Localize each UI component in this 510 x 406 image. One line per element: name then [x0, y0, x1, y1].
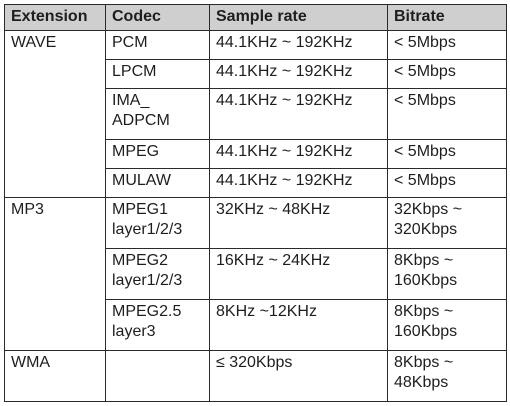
cell-codec: MULAW	[105, 168, 210, 198]
cell-codec-line: LPCM	[112, 63, 157, 80]
cell-bitrate: < 5Mbps	[387, 139, 507, 169]
cell-bitrate-line: 160Kbps	[394, 323, 458, 340]
cell-sample-rate-line: 44.1KHz ~ 192KHz	[216, 34, 353, 51]
cell-bitrate-line: 160Kbps	[394, 272, 458, 289]
table-row: MPEG2.5 layer3 8KHz ~12KHz 8Kbps ~ 160Kbps	[5, 299, 507, 351]
table-row: LPCM 44.1KHz ~ 192KHz < 5Mbps	[5, 59, 507, 89]
cell-bitrate-line: 8Kbps ~	[394, 354, 454, 371]
cell-codec-line: MPEG2.5	[112, 303, 182, 320]
cell-bitrate-line: < 5Mbps	[394, 92, 456, 109]
header-row: Extension Codec Sample rate Bitrate	[4, 4, 507, 31]
cell-sample-rate-line: 44.1KHz ~ 192KHz	[216, 172, 353, 189]
header-extension: Extension	[4, 4, 106, 31]
cell-codec-line: ADPCM	[112, 112, 170, 129]
cell-codec: IMA_ ADPCM	[105, 88, 210, 140]
header-codec: Codec	[105, 4, 210, 31]
cell-extension: WMA	[4, 350, 106, 402]
cell-bitrate-line: 48Kbps	[394, 374, 449, 391]
cell-sample-rate: ≤ 320Kbps	[209, 350, 388, 402]
cell-sample-rate: 44.1KHz ~ 192KHz	[209, 30, 388, 60]
cell-sample-rate: 8KHz ~12KHz	[209, 299, 388, 351]
cell-extension: WAVE	[4, 30, 106, 198]
cell-bitrate-line: < 5Mbps	[394, 34, 456, 51]
cell-bitrate: < 5Mbps	[387, 168, 507, 198]
table-row: MP3 MPEG1 layer1/2/3 32KHz ~ 48KHz 32Kbps ~3…	[4, 197, 507, 351]
codec-table-container: Extension Codec Sample rate Bitrate WAVE…	[4, 4, 507, 402]
cell-codec-line: IMA_	[112, 92, 150, 109]
cell-codec-line: MPEG1	[112, 201, 169, 218]
cell-bitrate-line: < 5Mbps	[394, 63, 456, 80]
cell-bitrate-line: < 5Mbps	[394, 143, 456, 160]
cell-bitrate-line: 8Kbps ~	[394, 252, 454, 269]
cell-bitrate: < 5Mbps	[387, 88, 507, 140]
cell-bitrate-line: < 5Mbps	[394, 172, 456, 189]
cell-bitrate: 8Kbps ~ 48Kbps	[387, 350, 507, 402]
cell-codec	[105, 350, 210, 402]
cell-sample-rate: 44.1KHz ~ 192KHz	[209, 168, 388, 198]
cell-codec: MPEG2 layer1/2/3	[105, 248, 210, 300]
table-row: WAVE PCM 44.1KHz ~ 192KHz < 5Mbps	[4, 30, 507, 198]
cell-codec: MPEG	[105, 139, 210, 169]
table-row: IMA_ ADPCM 44.1KHz ~ 192KHz < 5Mbps	[5, 88, 507, 140]
cell-bitrate: 32Kbps ~ 320Kbps	[387, 197, 507, 249]
cell-extension: MP3	[4, 197, 106, 351]
header-sample-rate: Sample rate	[209, 4, 388, 31]
cell-sample-rate: 32KHz ~ 48KHz	[209, 197, 388, 249]
cell-codec-line: MPEG2	[112, 252, 169, 269]
cell-sample-rate-line: ≤ 320Kbps	[216, 354, 293, 371]
cell-bitrate: < 5Mbps	[387, 30, 507, 60]
cell-sample-rate-line: 32KHz ~ 48KHz	[216, 201, 331, 218]
cell-sample-rate-line: 44.1KHz ~ 192KHz	[216, 63, 353, 80]
cell-codec-line: PCM	[112, 34, 148, 51]
cell-codec: MPEG1 layer1/2/3	[105, 197, 210, 249]
cell-sample-rate-line: 8KHz ~12KHz	[216, 303, 317, 320]
cell-sample-rate: 44.1KHz ~ 192KHz	[209, 88, 388, 140]
cell-codec-line: layer1/2/3	[112, 221, 183, 238]
cell-bitrate: 8Kbps ~ 160Kbps	[387, 299, 507, 351]
cell-sample-rate-line: 44.1KHz ~ 192KHz	[216, 143, 353, 160]
cell-sample-rate: 44.1KHz ~ 192KHz	[209, 59, 388, 89]
cell-sample-rate: 44.1KHz ~ 192KHz	[209, 139, 388, 169]
cell-bitrate-line: 8Kbps ~	[394, 303, 454, 320]
table-row: MULAW 44.1KHz ~ 192KHz < 5Mbps	[5, 168, 507, 198]
cell-sample-rate: 16KHz ~ 24KHz	[209, 248, 388, 300]
table-body: WAVE PCM 44.1KHz ~ 192KHz < 5Mbps LPCM 44.1KH…	[4, 30, 507, 402]
cell-bitrate: 8Kbps ~ 160Kbps	[387, 248, 507, 300]
header-bitrate: Bitrate	[387, 4, 507, 31]
table-row: WMA ≤ 320Kbps 8Kbps ~ 48Kbps	[4, 350, 507, 402]
cell-codec: PCM	[105, 30, 210, 60]
cell-bitrate: < 5Mbps	[387, 59, 507, 89]
cell-codec-line: MULAW	[112, 172, 171, 189]
codec-support-table: Extension Codec Sample rate Bitrate WAVE…	[4, 4, 507, 402]
cell-codec: LPCM	[105, 59, 210, 89]
cell-codec-line: layer3	[112, 323, 156, 340]
cell-codec: MPEG2.5 layer3	[105, 299, 210, 351]
cell-codec-line: MPEG	[112, 143, 160, 160]
cell-sample-rate-line: 44.1KHz ~ 192KHz	[216, 92, 353, 109]
cell-codec-line: layer1/2/3	[112, 272, 183, 289]
cell-sample-rate-line: 16KHz ~ 24KHz	[216, 252, 331, 269]
table-header: Extension Codec Sample rate Bitrate	[4, 4, 507, 31]
cell-bitrate-line: 32Kbps ~	[394, 201, 463, 218]
cell-bitrate-line: 320Kbps	[394, 221, 458, 238]
